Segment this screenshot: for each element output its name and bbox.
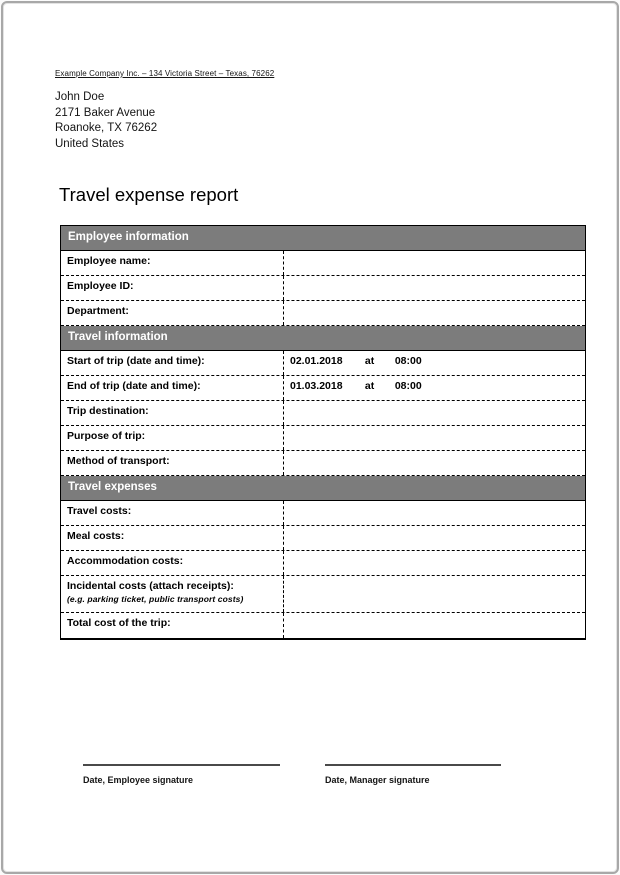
- trip-destination-field[interactable]: [284, 401, 585, 425]
- table-row: End of trip (date and time): 01.03.2018 …: [61, 376, 585, 401]
- table-row: Incidental costs (attach receipts): (e.g…: [61, 576, 585, 613]
- table-row: Employee name:: [61, 251, 585, 276]
- table-row: Trip destination:: [61, 401, 585, 426]
- recipient-address-block: John Doe 2171 Baker Avenue Roanoke, TX 7…: [55, 90, 157, 152]
- incidental-costs-label: Incidental costs (attach receipts):: [67, 580, 234, 592]
- row-label: Start of trip (date and time):: [61, 351, 284, 375]
- row-label: Trip destination:: [61, 401, 284, 425]
- row-label: Method of transport:: [61, 451, 284, 475]
- table-row: Meal costs:: [61, 526, 585, 551]
- recipient-name: John Doe: [55, 91, 105, 103]
- meal-costs-field[interactable]: [284, 526, 585, 550]
- trip-end-field[interactable]: 01.03.2018 at 08:00: [284, 376, 585, 400]
- row-label: End of trip (date and time):: [61, 376, 284, 400]
- table-row: Travel costs:: [61, 501, 585, 526]
- table-row: Purpose of trip:: [61, 426, 585, 451]
- row-label: Purpose of trip:: [61, 426, 284, 450]
- row-label: Accommodation costs:: [61, 551, 284, 575]
- row-label: Total cost of the trip:: [61, 613, 284, 638]
- trip-start-time[interactable]: 08:00: [394, 355, 422, 367]
- department-field[interactable]: [284, 301, 585, 325]
- accommodation-costs-field[interactable]: [284, 551, 585, 575]
- section-header-travel-expenses: Travel expenses: [61, 476, 585, 501]
- travel-costs-field[interactable]: [284, 501, 585, 525]
- trip-start-field[interactable]: 02.01.2018 at 08:00: [284, 351, 585, 375]
- incidental-costs-note: (e.g. parking ticket, public transport c…: [67, 594, 244, 604]
- row-label: Department:: [61, 301, 284, 325]
- employee-signature-label: Date, Employee signature: [83, 775, 194, 785]
- trip-end-connector: at: [364, 380, 375, 392]
- method-of-transport-field[interactable]: [284, 451, 585, 475]
- row-label: Incidental costs (attach receipts): (e.g…: [61, 576, 284, 612]
- purpose-of-trip-field[interactable]: [284, 426, 585, 450]
- row-label: Employee ID:: [61, 276, 284, 300]
- table-row: Accommodation costs:: [61, 551, 585, 576]
- expense-form-table: Employee information Employee name: Empl…: [60, 225, 586, 640]
- trip-start-date[interactable]: 02.01.2018: [290, 355, 343, 367]
- employee-name-field[interactable]: [284, 251, 585, 275]
- manager-signature-label: Date, Manager signature: [325, 775, 430, 785]
- employee-id-field[interactable]: [284, 276, 585, 300]
- table-row: Total cost of the trip:: [61, 613, 585, 638]
- letterhead-line: Example Company Inc. – 134 Victoria Stre…: [55, 69, 275, 78]
- signature-area: Date, Employee signature Date, Manager s…: [83, 764, 501, 785]
- section-header-employee-information: Employee information: [61, 226, 585, 251]
- row-label: Employee name:: [61, 251, 284, 275]
- row-label: Travel costs:: [61, 501, 284, 525]
- employee-signature-block: Date, Employee signature: [83, 764, 280, 785]
- table-row: Employee ID:: [61, 276, 585, 301]
- table-row: Start of trip (date and time): 02.01.201…: [61, 351, 585, 376]
- employee-signature-line[interactable]: [83, 764, 280, 766]
- manager-signature-block: Date, Manager signature: [325, 764, 501, 785]
- recipient-street: 2171 Baker Avenue: [55, 106, 156, 119]
- trip-start-connector: at: [364, 355, 375, 367]
- section-header-travel-information: Travel information: [61, 326, 585, 351]
- trip-end-date[interactable]: 01.03.2018: [290, 380, 343, 392]
- table-row: Method of transport:: [61, 451, 585, 476]
- recipient-city: Roanoke, TX 76262: [55, 122, 158, 134]
- total-cost-field[interactable]: [284, 613, 585, 638]
- row-label: Meal costs:: [61, 526, 284, 550]
- manager-signature-line[interactable]: [325, 764, 501, 766]
- page-title: Travel expense report: [59, 184, 239, 205]
- table-row: Department:: [61, 301, 585, 326]
- incidental-costs-field[interactable]: [284, 576, 585, 612]
- recipient-country: United States: [55, 137, 125, 150]
- trip-end-time[interactable]: 08:00: [394, 380, 422, 392]
